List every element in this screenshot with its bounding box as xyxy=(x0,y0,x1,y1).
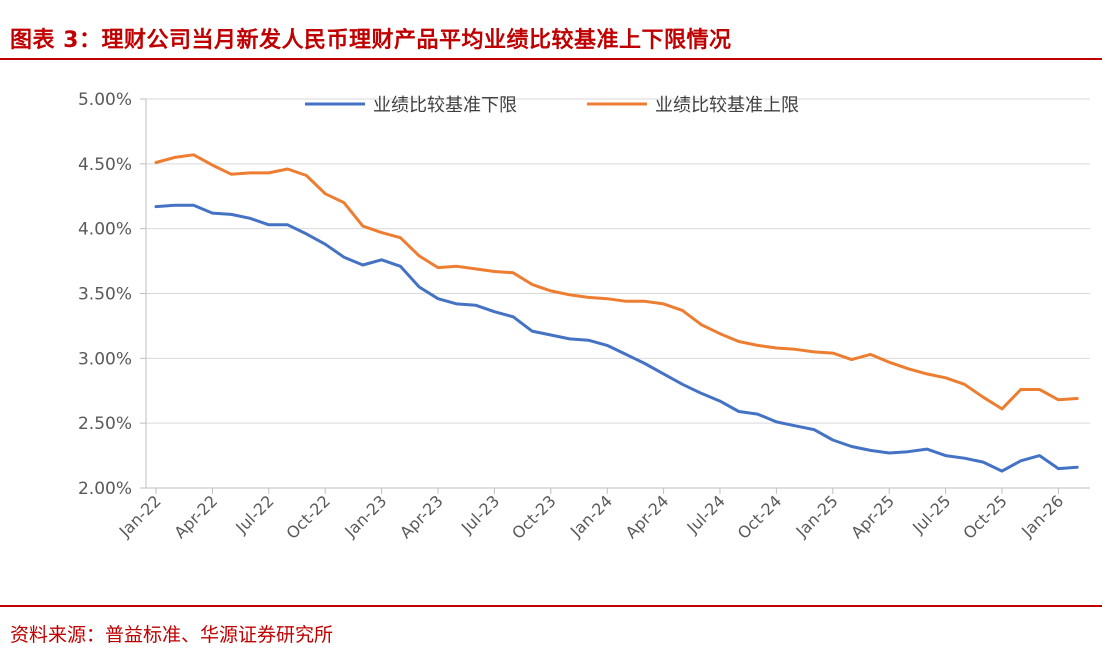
y-tick-label: 4.50% xyxy=(78,155,132,175)
gridlines xyxy=(146,98,1090,424)
series-lines xyxy=(154,153,1079,473)
legend: 业绩比较基准下限 业绩比较基准上限 xyxy=(305,95,799,116)
y-tick-label: 4.00% xyxy=(78,220,132,240)
x-tick-label: Apr-24 xyxy=(622,491,673,542)
x-tick-label: Oct-22 xyxy=(283,491,334,542)
legend-label-upper: 业绩比较基准上限 xyxy=(655,95,799,116)
y-tick-label: 2.50% xyxy=(78,414,132,434)
legend-label-lower: 业绩比较基准下限 xyxy=(373,95,517,116)
x-tick-label: Jul-22 xyxy=(231,491,277,537)
x-tick-label: Jan-23 xyxy=(340,491,390,541)
x-tick-label: Jul-24 xyxy=(683,491,729,537)
series-line-upper xyxy=(154,153,1079,411)
x-tick-label: Apr-25 xyxy=(847,491,898,542)
x-tick-label: Apr-23 xyxy=(396,491,447,542)
line-chart: 5.00% 4.50% 4.00% 3.50% 3.00% 2.50% 2.00% Jan-… xyxy=(78,90,1090,543)
x-tick-label: Oct-23 xyxy=(508,491,559,542)
x-tick-label: Jan-24 xyxy=(566,491,616,541)
y-tick-label: 3.50% xyxy=(78,285,132,305)
x-tick-label: Oct-25 xyxy=(959,491,1010,542)
x-tick-label: Jan-25 xyxy=(792,491,842,541)
source-note: 资料来源：普益标准、华源证券研究所 xyxy=(10,624,334,646)
y-tick-label: 3.00% xyxy=(78,349,132,369)
y-tick-label: 5.00% xyxy=(78,90,132,110)
x-tick-label: Jul-23 xyxy=(457,491,503,537)
y-tick-labels: 5.00% 4.50% 4.00% 3.50% 3.00% 2.50% 2.00% xyxy=(78,90,146,499)
x-tick-label: Jan-26 xyxy=(1017,491,1067,541)
header-divider xyxy=(0,58,1102,60)
x-tick-labels: Jan-22 Apr-22 Jul-22 Oct-22 Jan-23 Apr-23 Jul-… xyxy=(115,488,1067,543)
x-tick-label: Apr-22 xyxy=(170,491,221,542)
footer-divider xyxy=(0,605,1102,607)
x-tick-label: Jul-25 xyxy=(908,491,954,537)
x-tick-label: Oct-24 xyxy=(734,491,785,542)
series-line-lower xyxy=(154,203,1079,473)
y-tick-label: 2.00% xyxy=(78,479,132,499)
chart-title: 图表 3：理财公司当月新发人民币理财产品平均业绩比较基准上下限情况 xyxy=(10,28,732,53)
